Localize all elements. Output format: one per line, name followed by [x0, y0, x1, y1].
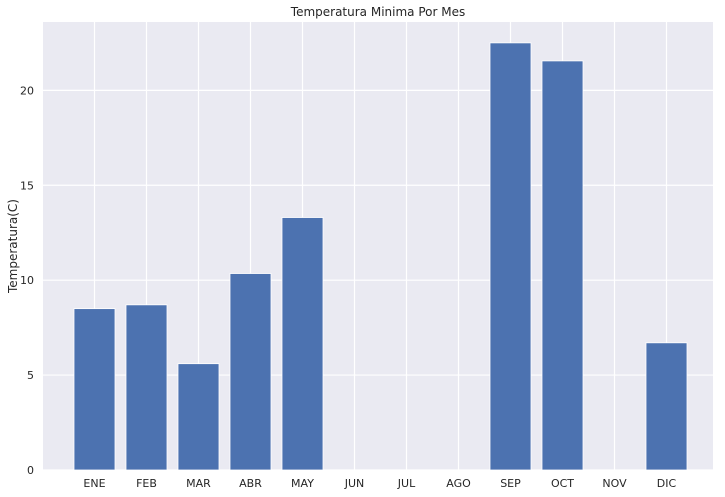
chart-title: Temperatura Minima Por Mes	[290, 5, 465, 19]
y-tick-label: 0	[27, 464, 34, 477]
x-axis-ticks: ENE FEB MAR ABR MAY JUN JUL AGO SEP OCT NOV DIC	[83, 477, 676, 490]
x-tick-label: FEB	[136, 477, 157, 490]
x-tick-label: SEP	[500, 477, 521, 490]
x-tick-label: ENE	[83, 477, 105, 490]
y-tick-label: 20	[20, 84, 34, 97]
y-axis-label: Temperatura(C)	[6, 199, 20, 294]
x-tick-label: AGO	[446, 477, 471, 490]
x-tick-label: JUL	[397, 477, 416, 490]
bar-dic	[645, 342, 688, 471]
bar-may	[281, 217, 324, 471]
bars	[73, 42, 688, 471]
x-tick-label: JUN	[344, 477, 365, 490]
y-tick-label: 10	[20, 274, 34, 287]
bar-feb	[125, 304, 168, 471]
x-tick-label: ABR	[239, 477, 262, 490]
y-axis-ticks: 0 5 10 15 20	[20, 84, 34, 477]
y-tick-label: 5	[27, 369, 34, 382]
y-tick-label: 15	[20, 179, 34, 192]
bar-sep	[489, 42, 532, 471]
x-tick-label: OCT	[551, 477, 574, 490]
x-tick-label: DIC	[657, 477, 677, 490]
bar-ene	[73, 308, 116, 471]
x-tick-label: MAR	[186, 477, 211, 490]
x-tick-label: NOV	[602, 477, 627, 490]
bar-abr	[229, 273, 272, 471]
bar-mar	[177, 363, 220, 471]
bar-oct	[541, 60, 584, 471]
x-tick-label: MAY	[291, 477, 314, 490]
